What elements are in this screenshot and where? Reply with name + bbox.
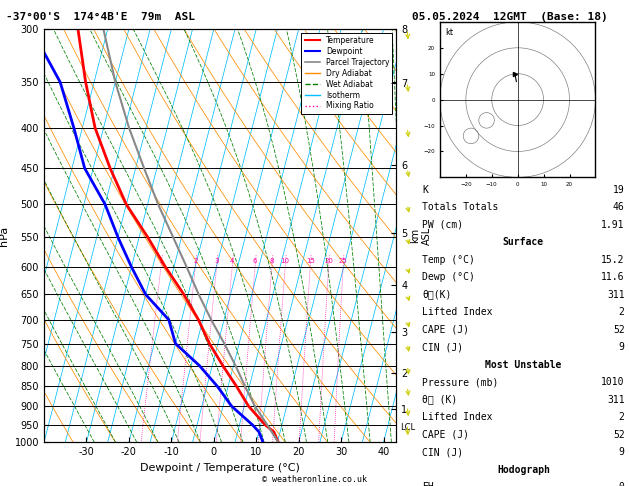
Text: CAPE (J): CAPE (J) (422, 430, 469, 440)
Text: 10: 10 (281, 258, 290, 263)
Text: 19: 19 (613, 185, 625, 195)
Text: EH: EH (422, 482, 434, 486)
Text: 05.05.2024  12GMT  (Base: 18): 05.05.2024 12GMT (Base: 18) (412, 12, 608, 22)
Text: Temp (°C): Temp (°C) (422, 255, 475, 265)
Text: CIN (J): CIN (J) (422, 342, 463, 352)
Text: 52: 52 (613, 325, 625, 335)
Text: θᴄ (K): θᴄ (K) (422, 395, 457, 405)
Text: Surface: Surface (503, 237, 544, 247)
Text: 52: 52 (613, 430, 625, 440)
Text: © weatheronline.co.uk: © weatheronline.co.uk (262, 474, 367, 484)
Text: 11.6: 11.6 (601, 272, 625, 282)
X-axis label: Dewpoint / Temperature (°C): Dewpoint / Temperature (°C) (140, 463, 300, 473)
Text: 25: 25 (339, 258, 347, 263)
Text: 15: 15 (306, 258, 314, 263)
Text: 46: 46 (613, 202, 625, 212)
Text: -37°00'S  174°4B'E  79m  ASL: -37°00'S 174°4B'E 79m ASL (6, 12, 195, 22)
Text: 6: 6 (253, 258, 257, 263)
Text: Dewp (°C): Dewp (°C) (422, 272, 475, 282)
Text: 8: 8 (270, 258, 274, 263)
Text: PW (cm): PW (cm) (422, 220, 463, 230)
Text: 2: 2 (619, 412, 625, 422)
Text: kt: kt (445, 28, 454, 37)
Y-axis label: hPa: hPa (0, 226, 9, 246)
Text: 311: 311 (607, 395, 625, 405)
Legend: Temperature, Dewpoint, Parcel Trajectory, Dry Adiabat, Wet Adiabat, Isotherm, Mi: Temperature, Dewpoint, Parcel Trajectory… (301, 33, 392, 114)
Text: Hodograph: Hodograph (497, 465, 550, 475)
Text: 20: 20 (324, 258, 333, 263)
Text: 9: 9 (619, 342, 625, 352)
Text: CAPE (J): CAPE (J) (422, 325, 469, 335)
Text: 0: 0 (619, 482, 625, 486)
Text: 9: 9 (619, 447, 625, 457)
Text: Most Unstable: Most Unstable (485, 360, 562, 370)
Text: θᴄ(K): θᴄ(K) (422, 290, 452, 300)
Text: Pressure (mb): Pressure (mb) (422, 377, 498, 387)
Text: K: K (422, 185, 428, 195)
Text: Totals Totals: Totals Totals (422, 202, 498, 212)
Text: Lifted Index: Lifted Index (422, 307, 493, 317)
Text: 1.91: 1.91 (601, 220, 625, 230)
Y-axis label: km
ASL: km ASL (410, 226, 431, 245)
Text: 311: 311 (607, 290, 625, 300)
Text: CIN (J): CIN (J) (422, 447, 463, 457)
Text: 2: 2 (193, 258, 198, 263)
Text: 2: 2 (619, 307, 625, 317)
Text: 1: 1 (159, 258, 163, 263)
Text: LCL: LCL (401, 423, 416, 432)
Text: 1010: 1010 (601, 377, 625, 387)
Text: 3: 3 (214, 258, 219, 263)
Text: 4: 4 (230, 258, 235, 263)
Text: Lifted Index: Lifted Index (422, 412, 493, 422)
Text: 15.2: 15.2 (601, 255, 625, 265)
